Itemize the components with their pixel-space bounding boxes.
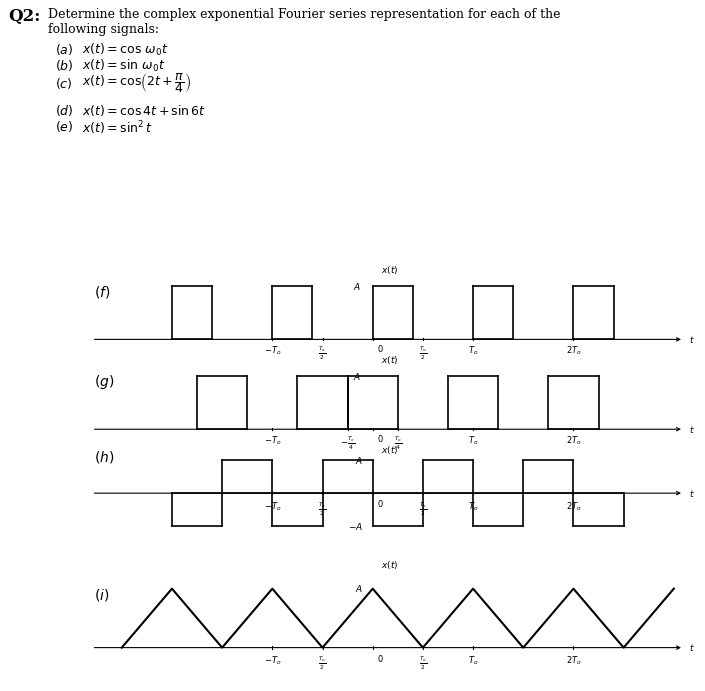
Text: $\frac{T_o}{2}$: $\frac{T_o}{2}$ — [419, 345, 427, 362]
Text: $A$: $A$ — [355, 455, 362, 466]
Text: $\frac{T_o}{2}$: $\frac{T_o}{2}$ — [319, 654, 326, 672]
Text: $2T_o$: $2T_o$ — [565, 435, 582, 447]
Text: $x(t) = \cos 4t + \sin 6t$: $x(t) = \cos 4t + \sin 6t$ — [82, 103, 206, 118]
Text: $-A$: $-A$ — [348, 520, 362, 531]
Text: $\frac{T_o}{2}$: $\frac{T_o}{2}$ — [319, 500, 326, 518]
Text: following signals:: following signals: — [48, 23, 159, 36]
Text: $2T_o$: $2T_o$ — [565, 654, 582, 667]
Text: 0: 0 — [378, 500, 383, 509]
Text: Q2:: Q2: — [8, 8, 40, 25]
Text: $-T_o$: $-T_o$ — [264, 435, 281, 447]
Text: $x(t) = \sin^2 t$: $x(t) = \sin^2 t$ — [82, 119, 153, 137]
Text: $\frac{T_o}{2}$: $\frac{T_o}{2}$ — [319, 345, 326, 362]
Text: $(f)$: $(f)$ — [94, 284, 110, 300]
Text: $(a)$: $(a)$ — [55, 42, 73, 57]
Text: $t$: $t$ — [689, 424, 694, 435]
Text: $T_o$: $T_o$ — [468, 500, 478, 513]
Text: $x(t)$: $x(t)$ — [381, 559, 398, 571]
Text: $x(t) = \cos\!\left(2t + \dfrac{\pi}{4}\right)$: $x(t) = \cos\!\left(2t + \dfrac{\pi}{4}\… — [82, 71, 191, 95]
Text: 0: 0 — [378, 435, 383, 444]
Text: $x(t)$: $x(t)$ — [381, 264, 398, 276]
Text: $x(t) = \sin\,\omega_0 t$: $x(t) = \sin\,\omega_0 t$ — [82, 58, 166, 74]
Text: $(h)$: $(h)$ — [94, 449, 114, 465]
Text: $x(t) = \cos\,\omega_0 t$: $x(t) = \cos\,\omega_0 t$ — [82, 42, 168, 58]
Text: $x(t)$: $x(t)$ — [381, 354, 398, 366]
Text: $(d)$: $(d)$ — [55, 103, 73, 118]
Text: $(i)$: $(i)$ — [94, 587, 109, 603]
Text: $t$: $t$ — [689, 642, 694, 653]
Text: $T_o$: $T_o$ — [468, 345, 478, 357]
Text: $\frac{T_o}{4}$: $\frac{T_o}{4}$ — [393, 435, 402, 452]
Text: $(g)$: $(g)$ — [94, 372, 114, 390]
Text: Determine the complex exponential Fourier series representation for each of the: Determine the complex exponential Fourie… — [48, 8, 560, 21]
Text: $\frac{T_o}{2}$: $\frac{T_o}{2}$ — [419, 654, 427, 672]
Text: $x(t)$: $x(t)$ — [381, 444, 398, 456]
Text: $2T_o$: $2T_o$ — [565, 345, 582, 357]
Text: $t$: $t$ — [689, 488, 694, 499]
Text: $-\frac{T_o}{4}$: $-\frac{T_o}{4}$ — [340, 435, 355, 452]
Text: $t$: $t$ — [689, 334, 694, 345]
Text: 0: 0 — [378, 345, 383, 354]
Text: $A$: $A$ — [352, 371, 361, 381]
Text: 0: 0 — [378, 654, 383, 663]
Text: $(e)$: $(e)$ — [55, 119, 73, 134]
Text: $A$: $A$ — [355, 583, 362, 594]
Text: $-T_o$: $-T_o$ — [264, 654, 281, 667]
Text: $T_o$: $T_o$ — [468, 435, 478, 447]
Text: $-T_o$: $-T_o$ — [264, 500, 281, 513]
Text: $2T_o$: $2T_o$ — [565, 500, 582, 513]
Text: $A$: $A$ — [352, 281, 361, 292]
Text: $\frac{T_o}{2}$: $\frac{T_o}{2}$ — [419, 500, 427, 518]
Text: $(b)$: $(b)$ — [55, 58, 73, 73]
Text: $-T_o$: $-T_o$ — [264, 345, 281, 357]
Text: $T_o$: $T_o$ — [468, 654, 478, 667]
Text: $(c)$: $(c)$ — [55, 76, 73, 91]
